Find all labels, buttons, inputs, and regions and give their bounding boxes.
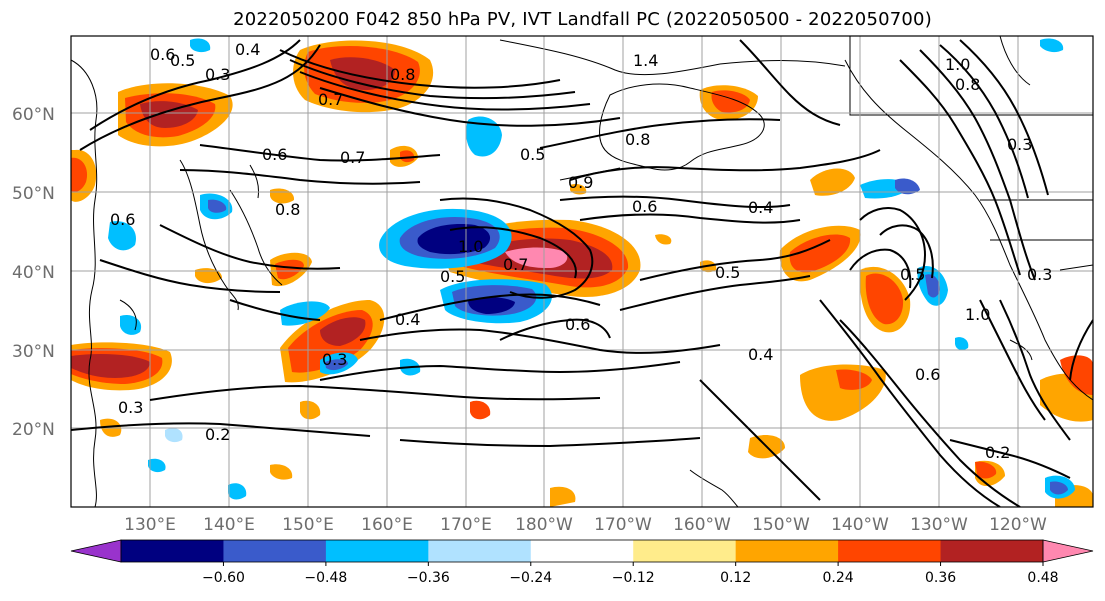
contour-label: 0.3: [118, 398, 143, 417]
lon-label: 120°W: [989, 515, 1047, 535]
colorbar-segment: [735, 540, 839, 562]
contour-label: 0.7: [318, 90, 343, 109]
contour-label: 0.5: [520, 145, 545, 164]
lon-label: 170°W: [594, 515, 652, 535]
colorbar-segments: [70, 539, 1094, 563]
colorbar-extend-high: [1042, 539, 1094, 563]
colorbar-segment: [121, 540, 224, 562]
colorbar-outline: [120, 539, 1044, 563]
contour-label: 0.4: [748, 345, 773, 364]
ivt-contours: [71, 39, 1093, 507]
colorbar-segment: [633, 540, 737, 562]
lon-label: 130°W: [910, 515, 968, 535]
lon-label: 130°E: [124, 515, 176, 535]
latitude-labels: 60°N 50°N 40°N 30°N 20°N: [12, 105, 55, 440]
colorbar-ticks: −0.60 −0.48 −0.36 −0.24 −0.12 0.12 0.24 0.36 0.4…: [202, 562, 1059, 586]
contour-label: 0.7: [503, 255, 528, 274]
contour-label: 0.6: [110, 210, 135, 229]
colorbar-tick-label: 0.24: [823, 570, 854, 586]
contour-label: 0.5: [440, 267, 465, 286]
colorbar-tick-label: −0.48: [304, 570, 347, 586]
contour-label: 1.4: [633, 51, 658, 70]
lat-label: 60°N: [12, 105, 55, 125]
longitude-labels: 130°E 140°E 150°E 160°E 170°E 180°W 170°…: [124, 515, 1047, 535]
colorbar-tick-label: −0.60: [202, 570, 245, 586]
lon-label: 160°E: [361, 515, 413, 535]
map-border: [70, 35, 1094, 508]
contour-label: 0.3: [205, 65, 230, 84]
contour-label: 0.2: [985, 443, 1010, 462]
lon-label: 150°E: [282, 515, 334, 535]
lat-label: 50°N: [12, 184, 55, 204]
contour-label: 0.5: [900, 265, 925, 284]
contour-label: 1.0: [458, 237, 483, 256]
lon-label: 180°W: [515, 515, 573, 535]
contour-labels: 0.6 0.5 0.4 0.3 0.8 0.7 1.4 1.0 0.8 0.6 …: [110, 40, 1052, 462]
map-title: 2022050200 F042 850 hPa PV, IVT Landfall…: [233, 9, 932, 30]
lon-label: 140°E: [203, 515, 255, 535]
lat-label: 30°N: [12, 342, 55, 362]
contour-label: 0.7: [340, 148, 365, 167]
contour-label: 0.3: [322, 350, 347, 369]
contour-label: 0.8: [625, 130, 650, 149]
colorbar-extend-low: [70, 539, 122, 563]
colorbar-tick-label: −0.24: [509, 570, 552, 586]
negative-anomaly-shading: [108, 38, 1075, 500]
colorbar-segment: [325, 540, 429, 562]
contour-label: 0.2: [205, 425, 230, 444]
contour-label: 0.8: [275, 200, 300, 219]
colorbar-tick-label: 0.48: [1027, 570, 1058, 586]
colorbar-segment: [428, 540, 532, 562]
lon-label: 150°W: [752, 515, 810, 535]
contour-label: 0.4: [235, 40, 260, 59]
contour-label: 0.4: [395, 310, 420, 329]
contour-label: 0.3: [1027, 265, 1052, 284]
contour-label: 0.9: [568, 173, 593, 192]
contour-label: 0.8: [390, 65, 415, 84]
lat-label: 40°N: [12, 263, 55, 283]
colorbar-tick-label: −0.36: [407, 570, 450, 586]
colorbar-tick-label: −0.12: [612, 570, 655, 586]
contour-label: 0.5: [715, 263, 740, 282]
contour-label: 0.4: [748, 198, 773, 217]
colorbar-tick-label: 0.36: [925, 570, 956, 586]
lon-label: 160°W: [673, 515, 731, 535]
contour-label: 0.3: [1007, 135, 1032, 154]
colorbar: −0.60 −0.48 −0.36 −0.24 −0.12 0.12 0.24 0.36 0.4…: [70, 539, 1094, 586]
lat-label: 20°N: [12, 420, 55, 440]
contour-label: 0.6: [262, 145, 287, 164]
colorbar-segment: [838, 540, 942, 562]
lon-label: 140°W: [831, 515, 889, 535]
contour-label: 1.0: [965, 305, 990, 324]
contour-label: 0.6: [565, 315, 590, 334]
colorbar-tick-label: 0.12: [720, 570, 751, 586]
colorbar-segment: [223, 540, 327, 562]
colorbar-segment: [940, 540, 1044, 562]
contour-label: 0.8: [955, 75, 980, 94]
contour-label: 0.6: [915, 365, 940, 384]
lon-label: 170°E: [440, 515, 492, 535]
colorbar-segment: [530, 540, 634, 562]
contour-label: 0.6: [150, 45, 175, 64]
contour-label: 0.5: [170, 51, 195, 70]
contour-label: 0.6: [632, 197, 657, 216]
contour-label: 1.0: [945, 55, 970, 74]
